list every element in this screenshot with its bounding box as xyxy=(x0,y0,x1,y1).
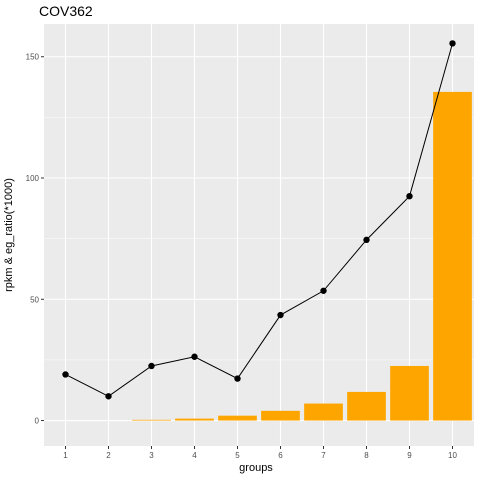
data-point xyxy=(320,287,327,294)
y-axis: 0 50 100 150 xyxy=(26,53,44,426)
data-point xyxy=(105,393,112,400)
x-tick-label: 9 xyxy=(407,451,412,460)
data-point xyxy=(62,371,69,378)
data-point xyxy=(234,375,241,382)
x-tick-label: 4 xyxy=(192,451,197,460)
bar xyxy=(261,410,300,421)
x-tick-label: 3 xyxy=(149,451,154,460)
x-tick-label: 1 xyxy=(63,451,68,460)
data-point xyxy=(148,362,155,370)
bar xyxy=(433,91,472,421)
bar xyxy=(390,365,429,421)
y-tick-label: 50 xyxy=(30,295,39,304)
x-tick-label: 10 xyxy=(448,451,457,460)
bar xyxy=(132,419,171,421)
data-point xyxy=(277,311,284,319)
data-point xyxy=(406,192,413,200)
bar xyxy=(347,391,386,421)
bar-series xyxy=(132,91,472,421)
x-tick-label: 8 xyxy=(364,451,369,460)
bar xyxy=(175,418,214,421)
y-tick-label: 150 xyxy=(26,53,40,62)
y-tick-label: 0 xyxy=(35,417,40,426)
y-tick-label: 100 xyxy=(26,174,40,183)
bar xyxy=(218,415,257,421)
x-axis: 1 2 3 4 5 6 7 8 9 10 xyxy=(63,446,457,460)
x-axis-title: groups xyxy=(239,462,273,474)
x-tick-label: 7 xyxy=(321,451,326,460)
y-axis-title: rpkm & eg_ratio(*1000) xyxy=(3,178,15,292)
bar xyxy=(304,403,343,421)
data-point xyxy=(449,40,456,47)
data-point xyxy=(363,236,370,244)
x-tick-label: 5 xyxy=(235,451,240,460)
x-tick-label: 2 xyxy=(106,451,111,460)
major-gridlines xyxy=(44,24,474,446)
series-line xyxy=(65,43,453,397)
chart-title: COV362 xyxy=(39,3,93,19)
minor-gridlines xyxy=(44,117,474,361)
data-point xyxy=(191,353,198,360)
x-tick-label: 6 xyxy=(278,451,283,460)
line-series xyxy=(62,40,456,400)
